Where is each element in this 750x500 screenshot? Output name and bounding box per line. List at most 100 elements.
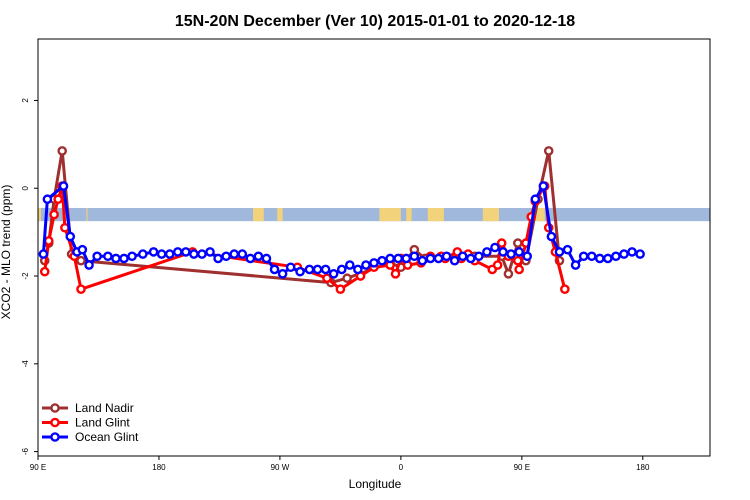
- data-point: [58, 181, 69, 191]
- data-point: [543, 146, 554, 156]
- band-land: [533, 207, 545, 222]
- data-point: [409, 251, 420, 262]
- data-point: [92, 251, 102, 262]
- data-point: [538, 181, 549, 191]
- data-point: [560, 284, 570, 295]
- data-point: [433, 253, 444, 264]
- data-point: [522, 251, 533, 262]
- data-point: [172, 247, 183, 257]
- x-axis-label: Longitude: [349, 477, 402, 491]
- data-point: [385, 253, 395, 264]
- data-point: [76, 255, 86, 266]
- data-point: [619, 249, 629, 259]
- data-point: [506, 249, 516, 259]
- data-point: [586, 251, 597, 262]
- data-point: [103, 251, 113, 262]
- data-point: [304, 264, 315, 275]
- band-ocean: [38, 207, 710, 222]
- data-point: [57, 146, 67, 156]
- data-point: [361, 260, 371, 270]
- data-point: [603, 253, 613, 264]
- data-point: [42, 194, 53, 205]
- data-point: [119, 253, 129, 264]
- data-point: [611, 251, 621, 262]
- band-land: [86, 207, 88, 222]
- data-point: [127, 251, 137, 262]
- data-point: [514, 264, 524, 275]
- y-tick-label: -6: [21, 448, 30, 456]
- band-land: [38, 207, 41, 222]
- data-point: [554, 247, 565, 257]
- data-point: [578, 251, 589, 262]
- data-point: [425, 253, 436, 264]
- legend-item: Land Glint: [42, 416, 130, 430]
- data-point: [498, 247, 508, 257]
- band-land: [382, 207, 401, 222]
- legend-label: Ocean Glint: [75, 430, 139, 444]
- data-point: [635, 249, 645, 259]
- data-point: [530, 194, 541, 205]
- data-point: [111, 253, 121, 264]
- y-tick-label: -2: [21, 272, 30, 280]
- data-point: [562, 244, 573, 255]
- plot-frame: [37, 38, 711, 457]
- data-point: [285, 262, 296, 273]
- data-point: [503, 269, 514, 279]
- data-point: [229, 249, 240, 259]
- band-land: [427, 207, 444, 222]
- data-point: [65, 231, 76, 242]
- data-point: [627, 247, 637, 257]
- data-point: [277, 269, 288, 279]
- data-point: [377, 255, 387, 266]
- data-point: [84, 260, 94, 270]
- band-land: [253, 207, 264, 222]
- data-point: [53, 194, 63, 205]
- legend-label: Land Nadir: [75, 401, 134, 415]
- data-point: [345, 260, 355, 270]
- series-layer: [38, 146, 645, 295]
- legend-marker: [50, 417, 60, 428]
- y-tick-label: -4: [21, 360, 30, 368]
- data-point: [221, 251, 231, 262]
- band-land: [482, 207, 499, 222]
- data-point: [490, 242, 500, 253]
- data-point: [237, 249, 248, 259]
- y-axis-label: XCO2 - MLO trend (ppm): [0, 185, 13, 320]
- x-tick-label: 90 E: [514, 463, 530, 472]
- x-tick-label: 0: [399, 463, 404, 472]
- data-point: [342, 273, 352, 284]
- series-land-glint: [39, 181, 570, 295]
- data-point: [449, 255, 460, 266]
- data-point: [295, 266, 305, 277]
- y-tick-label: 0: [21, 185, 30, 190]
- legend-item: Ocean Glint: [42, 430, 139, 444]
- data-point: [369, 258, 379, 268]
- data-point: [213, 253, 223, 264]
- data-point: [38, 249, 49, 259]
- data-point: [335, 284, 346, 295]
- x-tick-label: 180: [152, 463, 166, 472]
- data-point: [43, 236, 54, 246]
- data-point: [189, 249, 199, 259]
- data-point: [393, 253, 403, 264]
- reference-band: [38, 207, 710, 222]
- data-point: [77, 244, 88, 255]
- data-point: [570, 260, 581, 270]
- x-tick-label: 90 E: [30, 463, 46, 472]
- data-point: [474, 251, 484, 262]
- data-point: [156, 249, 167, 259]
- legend-item: Land Nadir: [42, 401, 134, 415]
- data-point: [496, 238, 507, 248]
- legend-marker: [50, 432, 60, 442]
- data-point: [441, 251, 452, 262]
- data-point: [148, 247, 159, 257]
- data-point: [76, 284, 86, 295]
- legend-marker: [50, 403, 60, 413]
- data-point: [261, 253, 272, 264]
- data-point: [514, 247, 524, 257]
- data-point: [336, 264, 347, 275]
- data-point: [322, 273, 332, 284]
- x-tick-label: 180: [636, 463, 650, 472]
